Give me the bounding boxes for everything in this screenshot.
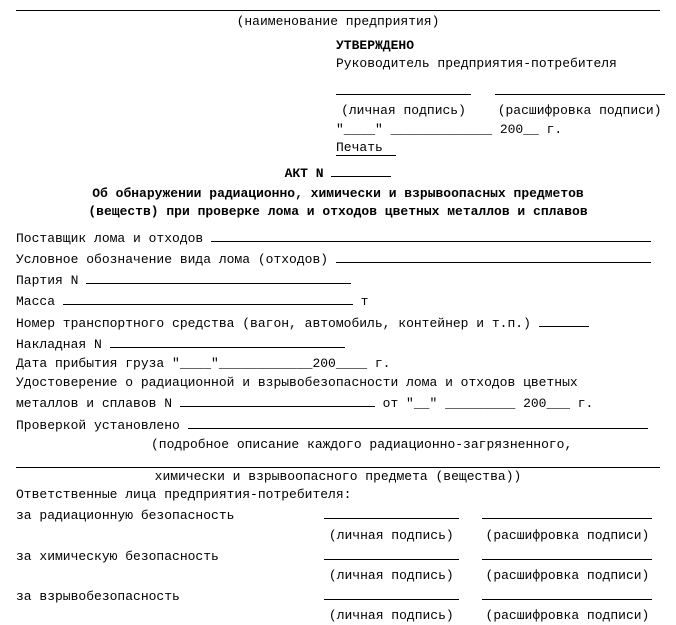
company-name-hint: (наименование предприятия) <box>16 13 660 31</box>
top-rule <box>16 10 660 11</box>
arrival-label: Дата прибытия груза "____"____________20… <box>16 356 390 371</box>
cert-line-2b: от "__" _________ 200___ г. <box>383 396 594 411</box>
signature-hint: (личная подпись) <box>336 102 471 120</box>
chem-label: за химическую безопасность <box>16 548 316 566</box>
designation-label: Условное обозначение вида лома (отходов) <box>16 252 328 267</box>
vehicle-line <box>539 313 589 327</box>
expl-sig-line <box>324 586 459 600</box>
expl-sig-hint: (личная подпись) <box>324 607 459 625</box>
rad-dec-hint: (расшифровка подписи) <box>482 527 652 545</box>
item-hint: химически и взрывоопасного предмета (вещ… <box>16 468 660 486</box>
mass-label: Масса <box>16 294 55 309</box>
check-line <box>188 415 648 429</box>
chem-dec-line <box>482 546 652 560</box>
vehicle-label: Номер транспортного средства (вагон, авт… <box>16 316 531 331</box>
rad-dec-line <box>482 505 652 519</box>
designation-line <box>336 249 651 263</box>
chem-sig-hint: (личная подпись) <box>324 567 459 585</box>
approval-date: "____" _____________ 200__ г. <box>336 121 660 139</box>
supplier-label: Поставщик лома и отходов <box>16 231 203 246</box>
akt-number-line <box>331 163 391 177</box>
batch-line <box>86 270 351 284</box>
akt-n-label: АКТ N <box>285 166 324 181</box>
expl-label: за взрывобезопасность <box>16 588 316 606</box>
expl-dec-hint: (расшифровка подписи) <box>482 607 652 625</box>
cert-line-1: Удостоверение о радиационной и взрывобез… <box>16 374 660 392</box>
check-label: Проверкой установлено <box>16 418 180 433</box>
personal-signature-line <box>336 81 471 95</box>
decoding-hint: (расшифровка подписи) <box>495 102 665 120</box>
batch-label: Партия N <box>16 273 78 288</box>
mass-unit: т <box>361 294 369 309</box>
rad-label: за радиационную безопасность <box>16 507 316 525</box>
signature-decoding-line <box>495 81 665 95</box>
rad-sig-line <box>324 505 459 519</box>
chem-sig-line <box>324 546 459 560</box>
waybill-line <box>110 334 345 348</box>
approved-label: УТВЕРЖДЕНО <box>336 37 660 55</box>
responsible-header: Ответственные лица предприятия-потребите… <box>16 486 660 504</box>
expl-dec-line <box>482 586 652 600</box>
mass-line <box>63 291 353 305</box>
cert-number-line <box>180 393 375 407</box>
chem-dec-hint: (расшифровка подписи) <box>482 567 652 585</box>
waybill-label: Накладная N <box>16 337 102 352</box>
supplier-line <box>211 228 651 242</box>
title-line-2: (веществ) при проверке лома и отходов цв… <box>16 203 660 221</box>
cert-line-2a: металлов и сплавов N <box>16 396 172 411</box>
rad-sig-hint: (личная подпись) <box>324 527 459 545</box>
head-label: Руководитель предприятия-потребителя <box>336 55 660 73</box>
title-line-1: Об обнаружении радиационно, химически и … <box>16 185 660 203</box>
full-line-1 <box>16 454 660 468</box>
check-hint: (подробное описание каждого радиационно-… <box>151 436 660 454</box>
